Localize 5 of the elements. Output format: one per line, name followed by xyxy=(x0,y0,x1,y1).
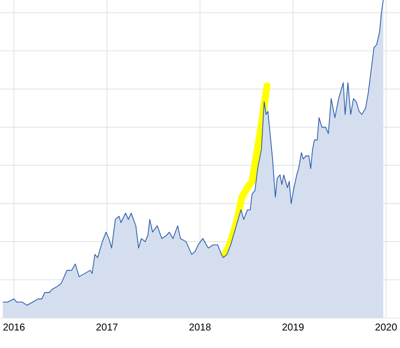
x-tick-label: 2019 xyxy=(282,324,304,331)
x-tick-label: 2016 xyxy=(3,324,25,331)
x-tick-label: 2018 xyxy=(189,324,211,331)
x-tick-label: 2017 xyxy=(96,324,118,331)
x-tick-label: 2020 xyxy=(375,324,397,331)
